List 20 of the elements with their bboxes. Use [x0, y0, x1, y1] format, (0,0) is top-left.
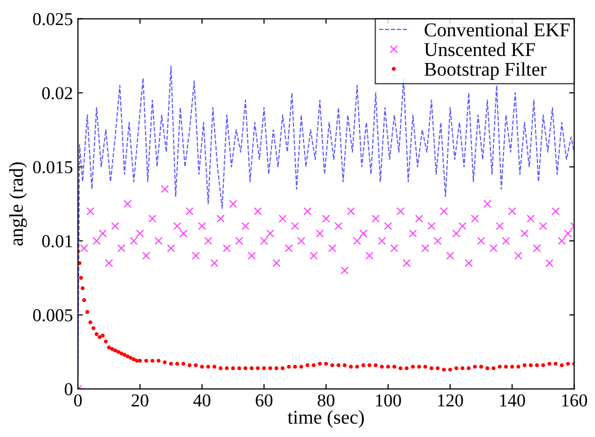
- x-tick-label: 140: [500, 394, 525, 406]
- y-tick-label: 0: [64, 383, 72, 396]
- y-tick-label: 0.02: [42, 87, 72, 100]
- legend-label: Bootstrap Filter: [424, 62, 546, 80]
- x-tick-label: 120: [438, 394, 463, 406]
- x-tick-label: 80: [318, 394, 334, 406]
- x-tick-label: 40: [193, 394, 210, 406]
- x-axis-title: time (sec): [288, 410, 364, 428]
- y-tick-label: 0.025: [33, 13, 72, 26]
- y-axis-title: angle (rad): [9, 162, 27, 246]
- legend-label: Conventional EKF: [424, 22, 570, 36]
- x-tick-label: 20: [132, 394, 148, 406]
- y-tick-label: 0.015: [33, 161, 72, 174]
- x-tick-label: 100: [376, 394, 401, 406]
- legend-label: Unscented KF: [424, 42, 536, 56]
- x-tick-label: 0: [74, 394, 82, 406]
- y-tick-label: 0.005: [33, 309, 72, 322]
- x-tick-label: 60: [256, 394, 272, 406]
- x-tick-label: 160: [562, 394, 588, 406]
- y-tick-label: 0.01: [42, 235, 72, 248]
